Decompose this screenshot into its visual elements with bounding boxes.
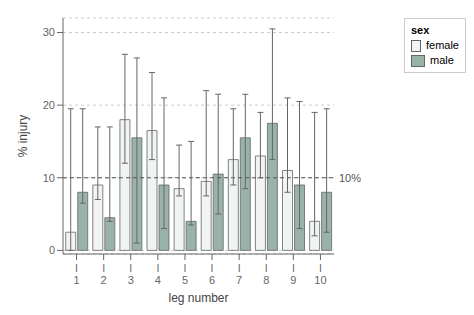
svg-text:% injury: % injury [16, 115, 30, 158]
svg-text:l5: l5 [182, 262, 188, 286]
svg-text:30: 30 [43, 26, 55, 38]
svg-text:l7: l7 [236, 262, 242, 286]
svg-text:l8: l8 [263, 262, 269, 286]
svg-text:l3: l3 [128, 262, 134, 286]
svg-text:10%: 10% [339, 172, 361, 184]
svg-text:l2: l2 [101, 262, 107, 286]
svg-text:20: 20 [43, 99, 55, 111]
svg-text:l9: l9 [290, 262, 296, 286]
svg-text:l4: l4 [155, 262, 161, 286]
html-text:sex: sex [411, 24, 430, 36]
html-text:female: female [426, 39, 459, 51]
svg-text:l1: l1 [73, 262, 79, 286]
svg-text:leg number: leg number [168, 291, 228, 305]
svg-text:0: 0 [49, 244, 55, 256]
svg-text:10: 10 [43, 172, 55, 184]
svg-text:l10: l10 [314, 262, 326, 286]
svg-text:l6: l6 [209, 262, 215, 286]
html-text:male: male [430, 54, 454, 66]
